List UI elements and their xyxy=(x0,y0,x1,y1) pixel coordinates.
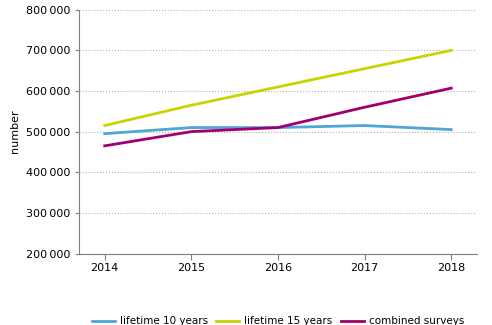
lifetime 15 years xyxy=(362,67,368,71)
lifetime 15 years xyxy=(102,124,108,127)
lifetime 10 years xyxy=(188,125,194,129)
lifetime 10 years xyxy=(102,132,108,136)
Line: lifetime 10 years: lifetime 10 years xyxy=(105,125,451,134)
lifetime 15 years xyxy=(448,48,454,52)
combined surveys xyxy=(188,130,194,134)
combined surveys xyxy=(275,125,281,129)
lifetime 10 years xyxy=(275,125,281,129)
Y-axis label: number: number xyxy=(10,110,21,153)
lifetime 10 years xyxy=(362,124,368,127)
Line: combined surveys: combined surveys xyxy=(105,88,451,146)
lifetime 15 years xyxy=(275,85,281,89)
combined surveys xyxy=(448,86,454,90)
lifetime 15 years xyxy=(188,103,194,107)
Legend: lifetime 10 years, lifetime 15 years, combined surveys: lifetime 10 years, lifetime 15 years, co… xyxy=(88,312,468,325)
Line: lifetime 15 years: lifetime 15 years xyxy=(105,50,451,125)
lifetime 10 years xyxy=(448,128,454,132)
combined surveys xyxy=(362,105,368,109)
combined surveys xyxy=(102,144,108,148)
